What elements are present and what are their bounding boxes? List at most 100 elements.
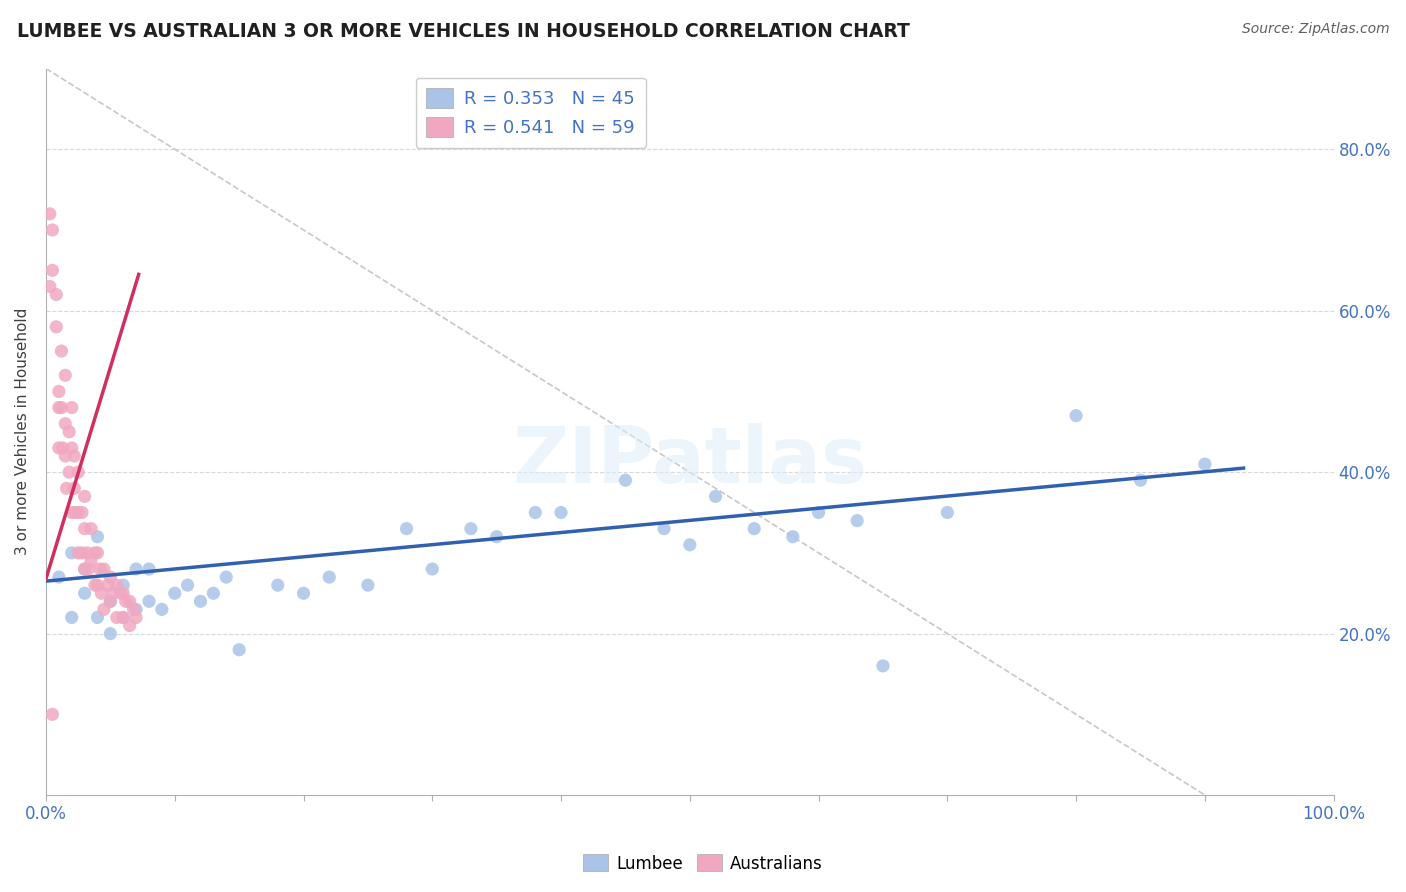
- Point: [53, 368, 76, 383]
- Point: [73, 562, 96, 576]
- Point: [67, 506, 90, 520]
- Point: [110, 586, 132, 600]
- Point: [97, 578, 120, 592]
- Point: [679, 538, 702, 552]
- Point: [51, 401, 73, 415]
- Point: [1129, 473, 1152, 487]
- Point: [395, 522, 418, 536]
- Point: [60, 610, 83, 624]
- Legend: Lumbee, Australians: Lumbee, Australians: [576, 847, 830, 880]
- Point: [73, 586, 96, 600]
- Point: [118, 618, 141, 632]
- Point: [52, 441, 75, 455]
- Point: [215, 570, 238, 584]
- Point: [38, 279, 60, 293]
- Point: [782, 530, 804, 544]
- Point: [550, 506, 572, 520]
- Point: [125, 610, 148, 624]
- Point: [60, 441, 83, 455]
- Point: [614, 473, 637, 487]
- Point: [67, 465, 90, 479]
- Point: [105, 578, 128, 592]
- Point: [41, 263, 63, 277]
- Point: [101, 586, 124, 600]
- Point: [202, 586, 225, 600]
- Point: [51, 344, 73, 359]
- Point: [118, 594, 141, 608]
- Point: [1064, 409, 1087, 423]
- Point: [70, 546, 93, 560]
- Point: [292, 586, 315, 600]
- Point: [105, 610, 128, 624]
- Point: [114, 594, 136, 608]
- Point: [60, 546, 83, 560]
- Point: [73, 489, 96, 503]
- Point: [190, 594, 212, 608]
- Point: [80, 554, 103, 568]
- Point: [704, 489, 727, 503]
- Point: [742, 522, 765, 536]
- Point: [176, 578, 198, 592]
- Point: [98, 594, 121, 608]
- Point: [48, 441, 70, 455]
- Point: [63, 481, 86, 495]
- Y-axis label: 3 or more Vehicles in Household: 3 or more Vehicles in Household: [15, 308, 30, 556]
- Point: [86, 546, 108, 560]
- Point: [86, 578, 108, 592]
- Point: [45, 287, 67, 301]
- Point: [228, 642, 250, 657]
- Point: [80, 522, 103, 536]
- Point: [420, 562, 443, 576]
- Point: [53, 417, 76, 431]
- Point: [267, 578, 290, 592]
- Text: ZIPatlas: ZIPatlas: [512, 423, 868, 499]
- Point: [67, 546, 90, 560]
- Point: [48, 570, 70, 584]
- Point: [45, 319, 67, 334]
- Point: [58, 465, 80, 479]
- Legend: R = 0.353   N = 45, R = 0.541   N = 59: R = 0.353 N = 45, R = 0.541 N = 59: [416, 78, 645, 148]
- Point: [138, 562, 160, 576]
- Point: [65, 506, 87, 520]
- Point: [60, 506, 83, 520]
- Point: [807, 506, 830, 520]
- Point: [125, 602, 148, 616]
- Point: [48, 384, 70, 399]
- Point: [138, 594, 160, 608]
- Point: [112, 578, 135, 592]
- Point: [73, 522, 96, 536]
- Point: [93, 562, 115, 576]
- Point: [77, 562, 100, 576]
- Point: [73, 562, 96, 576]
- Point: [63, 449, 86, 463]
- Point: [41, 223, 63, 237]
- Point: [846, 514, 869, 528]
- Point: [524, 506, 547, 520]
- Point: [83, 578, 105, 592]
- Point: [485, 530, 508, 544]
- Point: [98, 594, 121, 608]
- Point: [38, 207, 60, 221]
- Point: [90, 586, 112, 600]
- Point: [1194, 457, 1216, 471]
- Point: [70, 506, 93, 520]
- Point: [98, 626, 121, 640]
- Point: [872, 659, 894, 673]
- Point: [150, 602, 173, 616]
- Point: [112, 586, 135, 600]
- Point: [83, 546, 105, 560]
- Point: [48, 401, 70, 415]
- Point: [53, 449, 76, 463]
- Point: [125, 562, 148, 576]
- Point: [318, 570, 340, 584]
- Point: [58, 425, 80, 439]
- Point: [163, 586, 186, 600]
- Point: [98, 570, 121, 584]
- Point: [357, 578, 380, 592]
- Point: [89, 562, 111, 576]
- Point: [86, 610, 108, 624]
- Point: [652, 522, 675, 536]
- Point: [86, 530, 108, 544]
- Point: [936, 506, 959, 520]
- Point: [93, 602, 115, 616]
